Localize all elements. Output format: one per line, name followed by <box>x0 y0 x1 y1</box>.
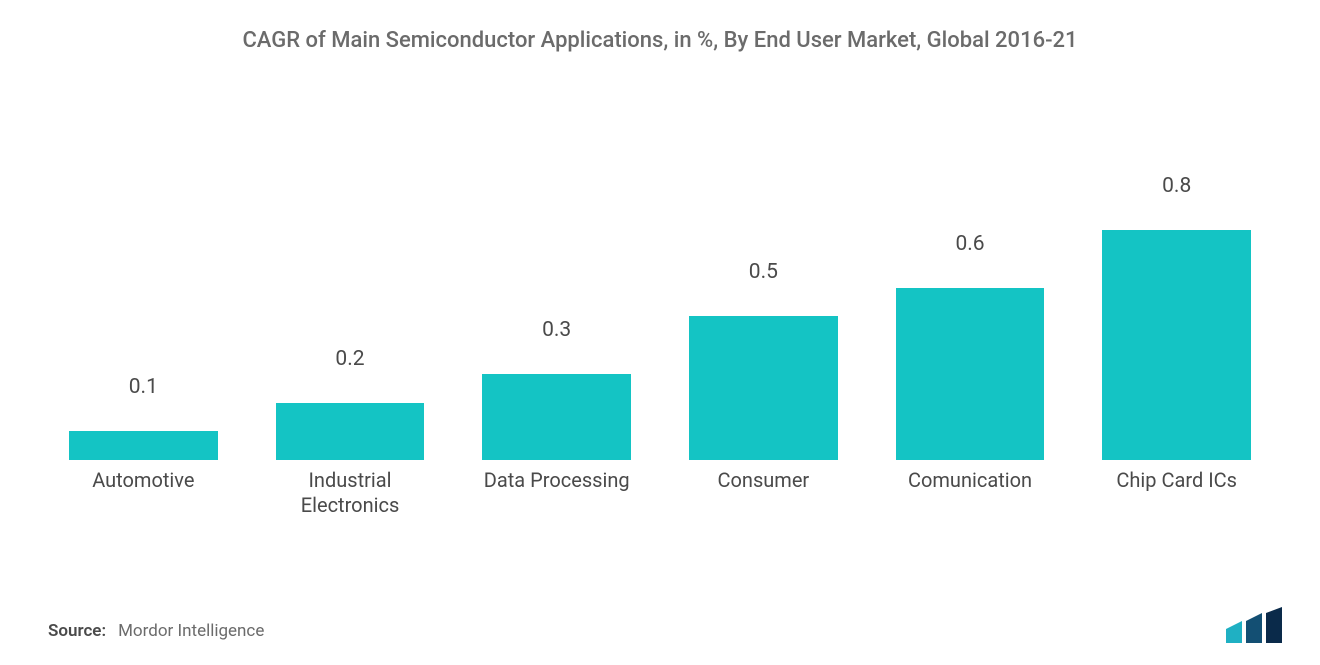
x-axis-label: Automotive <box>40 468 247 518</box>
bar-value-label: 0.6 <box>867 232 1074 256</box>
bar <box>1102 230 1251 460</box>
logo-bar-1 <box>1226 621 1242 643</box>
bar <box>69 431 218 460</box>
bar-value-label: 0.2 <box>247 347 454 371</box>
bar <box>482 374 631 460</box>
bar-value-label: 0.8 <box>1073 174 1280 198</box>
x-axis-label: Chip Card ICs <box>1073 468 1280 518</box>
logo-bar-3 <box>1266 607 1282 643</box>
bar <box>689 316 838 460</box>
chart-container: CAGR of Main Semiconductor Applications,… <box>0 0 1320 665</box>
bar-group: 0.2 <box>247 130 454 460</box>
bar-group: 0.1 <box>40 130 247 460</box>
bar-group: 0.5 <box>660 130 867 460</box>
x-axis-label: Comunication <box>867 468 1074 518</box>
x-axis-labels: AutomotiveIndustrial ElectronicsData Pro… <box>40 468 1280 518</box>
source-value: Mordor Intelligence <box>118 621 264 641</box>
x-axis-label: Industrial Electronics <box>247 468 454 518</box>
logo-bars-icon <box>1226 607 1282 643</box>
x-axis-label: Consumer <box>660 468 867 518</box>
bar-group: 0.8 <box>1073 130 1280 460</box>
chart-title: CAGR of Main Semiconductor Applications,… <box>0 0 1320 53</box>
bar-group: 0.6 <box>867 130 1074 460</box>
source-label: Source: <box>48 621 106 641</box>
brand-logo <box>1226 607 1284 643</box>
bar <box>276 403 425 461</box>
bar-group: 0.3 <box>453 130 660 460</box>
bar <box>896 288 1045 461</box>
plot-area: 0.10.2 0.3 0.50.6 0.8 <box>40 130 1280 460</box>
bar-value-label: 0.5 <box>660 260 867 284</box>
bar-value-label: 0.3 <box>453 318 660 342</box>
source-attribution: Source: Mordor Intelligence <box>48 621 264 641</box>
logo-bar-2 <box>1246 613 1262 643</box>
x-axis-label: Data Processing <box>453 468 660 518</box>
bar-value-label: 0.1 <box>40 375 247 399</box>
